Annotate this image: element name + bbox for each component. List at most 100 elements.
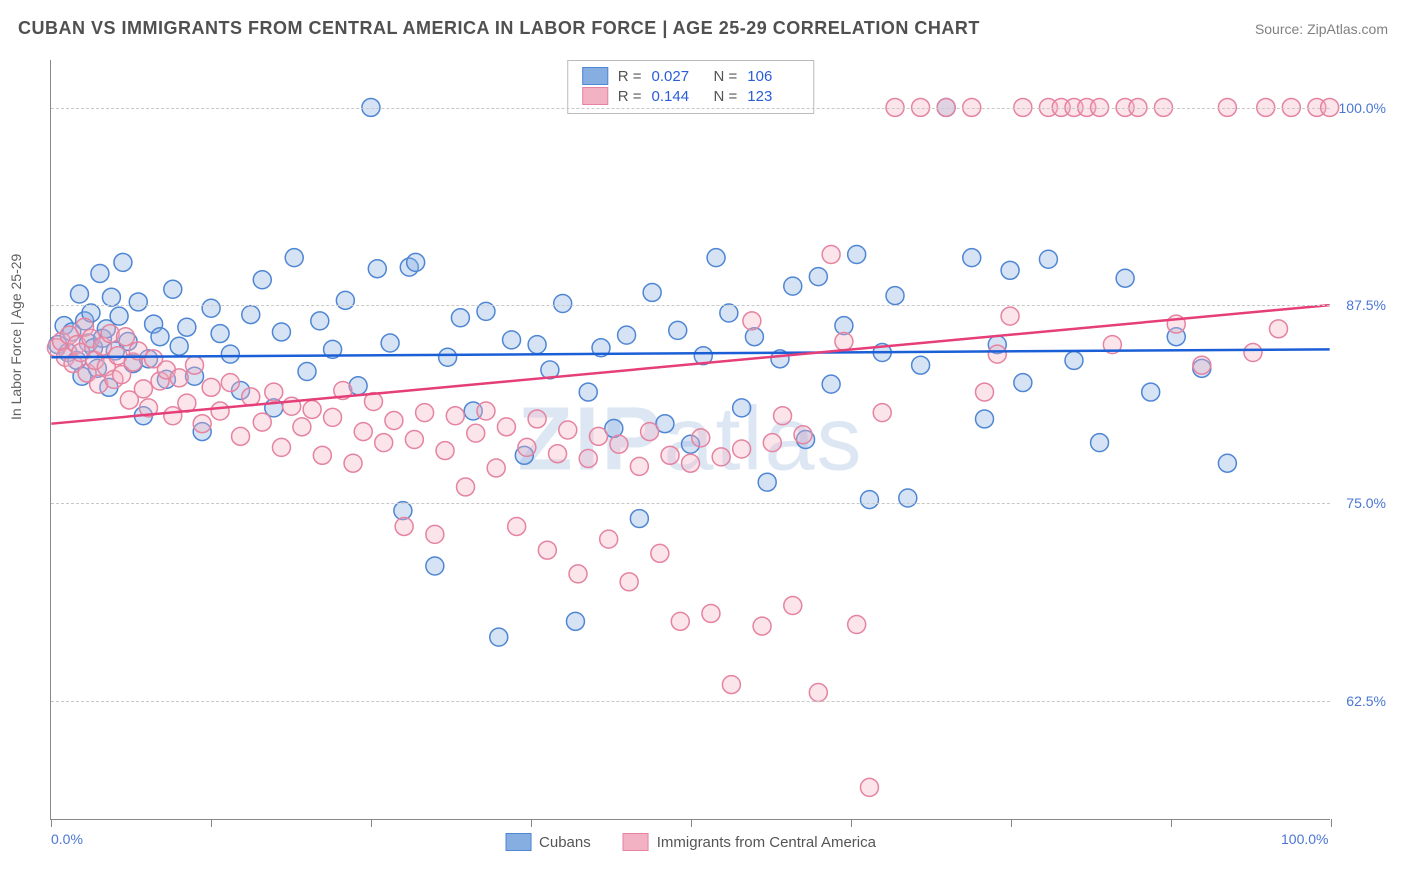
data-point [753,617,771,635]
data-point [490,628,508,646]
data-point [794,426,812,444]
data-point [692,429,710,447]
data-point [151,328,169,346]
data-point [242,388,260,406]
data-point [848,616,866,634]
data-point [848,246,866,264]
data-point [110,307,128,325]
data-point [641,423,659,441]
data-point [202,299,220,317]
gridline [51,701,1330,702]
data-point [368,260,386,278]
data-point [344,454,362,472]
data-point [722,676,740,694]
data-point [477,402,495,420]
x-tick-label: 0.0% [51,831,83,847]
data-point [446,407,464,425]
legend-label-cubans: Cubans [539,834,591,851]
data-point [963,249,981,267]
data-point [242,306,260,324]
swatch-cubans-icon [505,833,531,851]
data-point [1039,250,1057,268]
y-tick-label: 62.5% [1346,693,1386,709]
data-point [528,336,546,354]
data-point [272,323,290,341]
data-point [439,348,457,366]
r-value-cubans: 0.027 [652,68,704,85]
data-point [1001,307,1019,325]
data-point [221,374,239,392]
data-point [784,277,802,295]
data-point [569,565,587,583]
data-point [579,383,597,401]
data-point [630,510,648,528]
legend-row-central-america: R = 0.144 N = 123 [582,87,800,105]
data-point [426,525,444,543]
data-point [1091,434,1109,452]
data-point [164,407,182,425]
data-point [822,246,840,264]
data-point [313,446,331,464]
data-point [354,423,372,441]
data-point [559,421,577,439]
data-point [1270,320,1288,338]
trendline [51,305,1329,424]
data-point [589,427,607,445]
data-point [1218,454,1236,472]
data-point [407,253,425,271]
legend-item-cubans: Cubans [505,833,591,851]
data-point [886,287,904,305]
legend-item-central-america: Immigrants from Central America [623,833,876,851]
data-point [566,612,584,630]
data-point [102,288,120,306]
data-point [503,331,521,349]
data-point [1193,356,1211,374]
data-point [467,424,485,442]
data-point [375,434,393,452]
swatch-cubans [582,67,608,85]
data-point [763,434,781,452]
series-legend: Cubans Immigrants from Central America [505,833,876,851]
y-tick-label: 100.0% [1339,100,1386,116]
data-point [518,438,536,456]
scatter-chart [51,60,1330,819]
data-point [549,445,567,463]
data-point [436,442,454,460]
trendline [51,349,1329,357]
r-value-central-america: 0.144 [652,88,704,105]
data-point [395,517,413,535]
x-tick [691,819,692,827]
data-point [253,271,271,289]
x-tick-label: 100.0% [1281,831,1328,847]
data-point [745,328,763,346]
data-point [712,448,730,466]
data-point [186,356,204,374]
data-point [873,404,891,422]
x-tick [51,819,52,827]
data-point [682,454,700,472]
data-point [134,380,152,398]
data-point [221,345,239,363]
y-axis-label: In Labor Force | Age 25-29 [8,254,24,420]
x-tick [531,819,532,827]
data-point [129,293,147,311]
x-tick [1171,819,1172,827]
data-point [253,413,271,431]
data-point [508,517,526,535]
data-point [311,312,329,330]
chart-title: CUBAN VS IMMIGRANTS FROM CENTRAL AMERICA… [18,18,980,39]
data-point [170,369,188,387]
data-point [298,363,316,381]
data-point [405,431,423,449]
data-point [1065,351,1083,369]
data-point [70,285,88,303]
data-point [114,253,132,271]
correlation-legend: R = 0.027 N = 106 R = 0.144 N = 123 [567,60,815,114]
data-point [285,249,303,267]
x-tick [371,819,372,827]
data-point [116,328,134,346]
data-point [211,402,229,420]
swatch-central-america [582,87,608,105]
data-point [707,249,725,267]
data-point [265,383,283,401]
